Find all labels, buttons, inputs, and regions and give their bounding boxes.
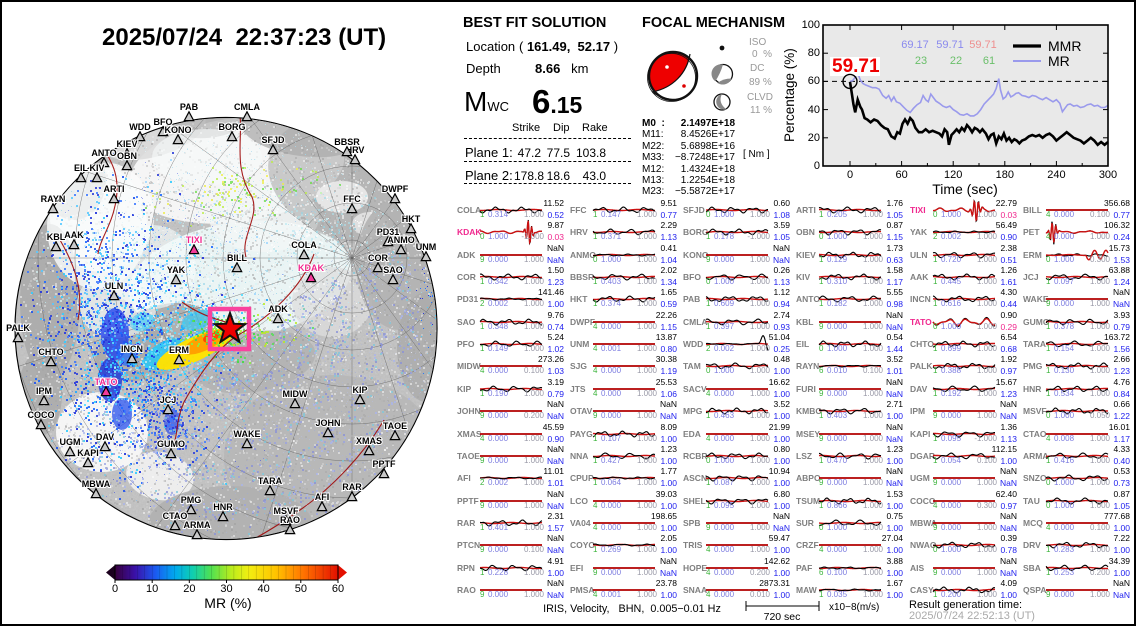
svg-text:KBL: KBL xyxy=(47,232,66,242)
svg-text:TAOE: TAOE xyxy=(383,421,407,431)
svg-text:OBN: OBN xyxy=(117,151,137,161)
svg-text:MIDW: MIDW xyxy=(283,389,308,399)
svg-text:BBSR: BBSR xyxy=(334,137,360,147)
svg-text:ULN: ULN xyxy=(105,281,124,291)
svg-text:SAO: SAO xyxy=(383,265,403,275)
svg-text:JOHN: JOHN xyxy=(315,418,340,428)
svg-text:PALK: PALK xyxy=(6,323,30,333)
svg-text:KIEV: KIEV xyxy=(116,139,137,149)
svg-text:WAKE: WAKE xyxy=(234,429,261,439)
svg-text:AAK: AAK xyxy=(64,230,84,240)
svg-text:RAYN: RAYN xyxy=(41,194,66,204)
svg-text:ADK: ADK xyxy=(268,304,288,314)
svg-text:RAR: RAR xyxy=(342,482,362,492)
svg-text:KAPI: KAPI xyxy=(77,448,99,458)
svg-text:ANTO: ANTO xyxy=(91,148,116,158)
svg-text:FFC: FFC xyxy=(343,194,361,204)
svg-text:UNM: UNM xyxy=(416,242,437,252)
svg-text:BFO: BFO xyxy=(154,117,173,127)
svg-text:RAO: RAO xyxy=(280,515,300,525)
svg-text:CHTO: CHTO xyxy=(38,347,63,357)
svg-text:COCO: COCO xyxy=(28,410,55,420)
svg-text:TARA: TARA xyxy=(258,476,283,486)
svg-text:KONO: KONO xyxy=(165,125,192,135)
svg-text:HKT: HKT xyxy=(402,214,421,224)
svg-text:DWPF: DWPF xyxy=(382,184,409,194)
svg-text:JCJ: JCJ xyxy=(160,395,177,405)
svg-text:KIP: KIP xyxy=(352,385,367,395)
svg-text:PD31: PD31 xyxy=(377,227,400,237)
svg-text:KIV: KIV xyxy=(89,163,104,173)
svg-text:GUMO: GUMO xyxy=(157,439,185,449)
svg-text:COR: COR xyxy=(368,253,389,263)
svg-text:CTAO: CTAO xyxy=(163,511,188,521)
svg-text:YAK: YAK xyxy=(167,265,186,275)
svg-text:TIXI: TIXI xyxy=(186,235,203,245)
svg-text:ARTI: ARTI xyxy=(104,184,125,194)
svg-text:KDAK: KDAK xyxy=(298,263,324,273)
svg-text:SFJD: SFJD xyxy=(261,135,285,145)
svg-text:WDD: WDD xyxy=(129,122,151,132)
svg-text:INCN: INCN xyxy=(121,344,143,354)
svg-text:ARMA: ARMA xyxy=(184,520,211,530)
svg-text:DAV: DAV xyxy=(96,432,114,442)
svg-text:PMG: PMG xyxy=(181,495,202,505)
svg-text:CMLA: CMLA xyxy=(234,102,260,112)
svg-text:AFI: AFI xyxy=(315,492,330,502)
svg-text:ERM: ERM xyxy=(169,345,189,355)
svg-text:PPTF: PPTF xyxy=(372,459,396,469)
svg-text:MBWA: MBWA xyxy=(82,479,111,489)
svg-text:ANMO: ANMO xyxy=(387,235,415,245)
svg-text:IPM: IPM xyxy=(36,386,52,396)
svg-text:HNR: HNR xyxy=(213,502,233,512)
svg-text:TATO: TATO xyxy=(95,377,118,387)
svg-text:COLA: COLA xyxy=(291,240,317,250)
svg-text:BILL: BILL xyxy=(227,253,247,263)
svg-text:UGM: UGM xyxy=(60,437,81,447)
svg-text:XMAS: XMAS xyxy=(356,436,382,446)
svg-text:MSVF: MSVF xyxy=(273,506,299,516)
svg-text:EIL: EIL xyxy=(74,163,89,173)
svg-text:PAB: PAB xyxy=(180,102,199,112)
svg-text:BORG: BORG xyxy=(219,122,246,132)
